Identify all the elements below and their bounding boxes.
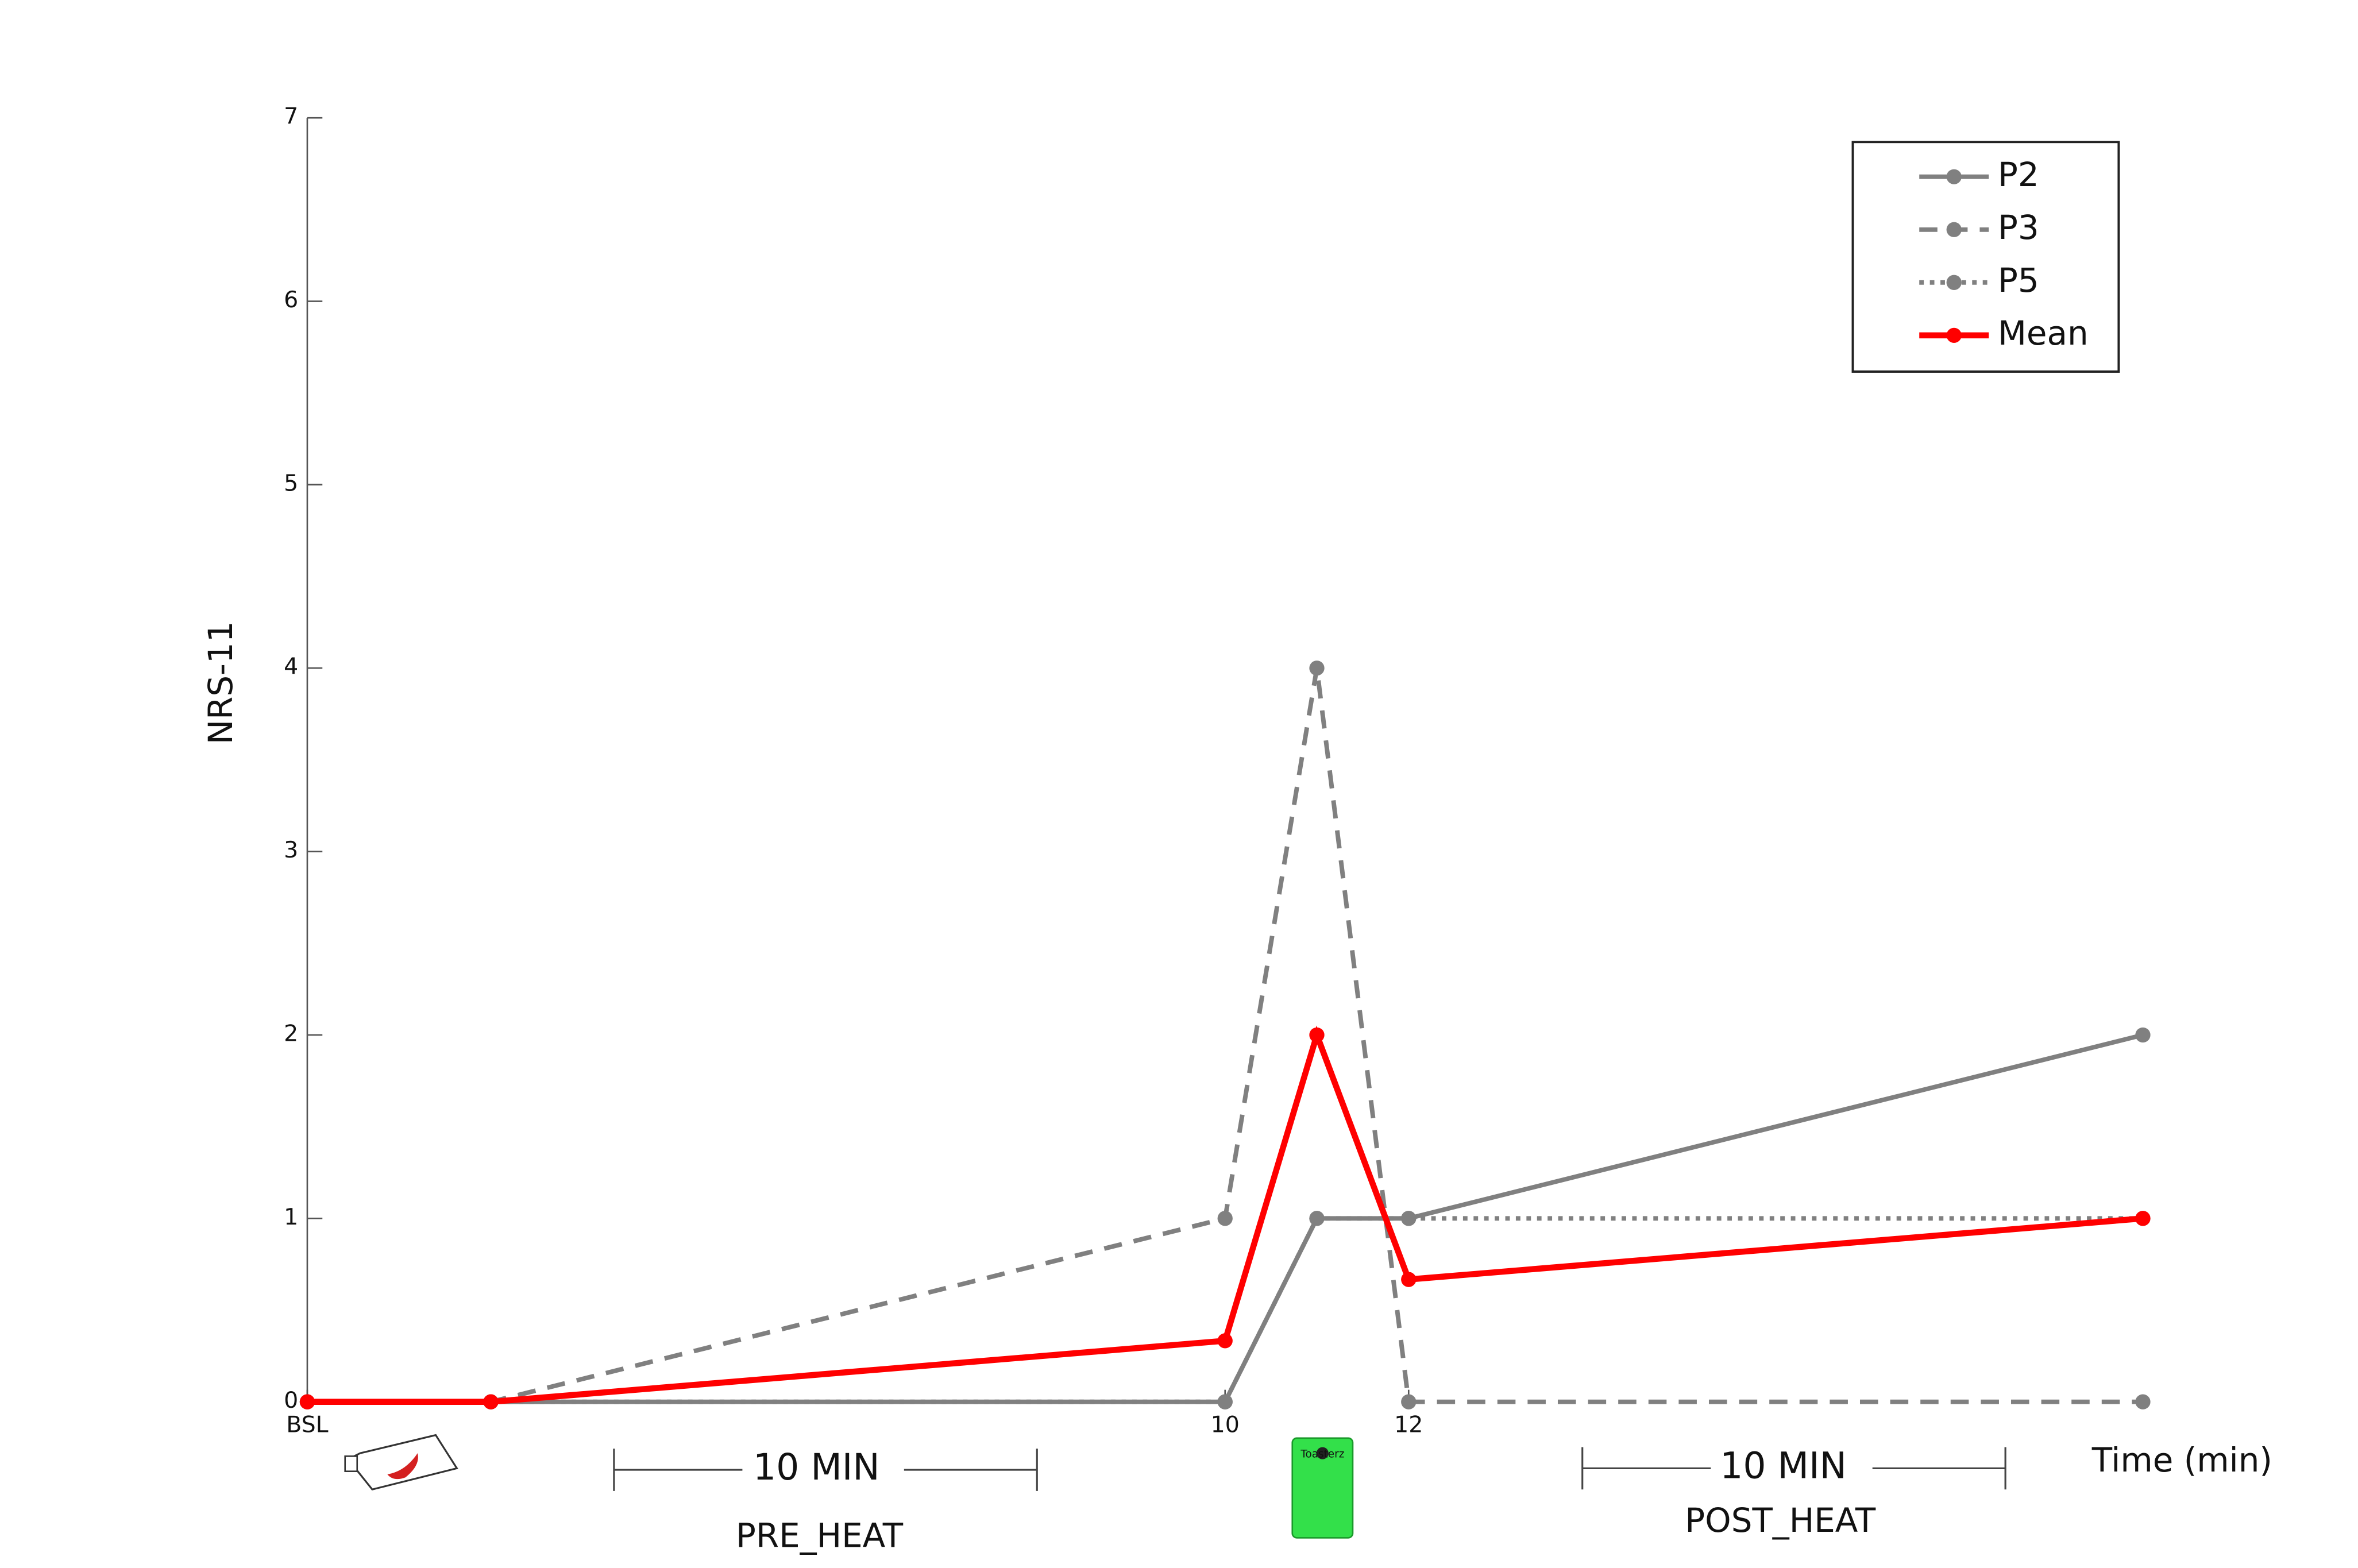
y-tick-label: 0 <box>284 1387 298 1413</box>
interval-bracket <box>613 1449 1038 1491</box>
annotation: 10 MIN <box>1720 1444 1847 1486</box>
capsaicin-tube-icon <box>344 1434 458 1491</box>
legend-marker <box>1946 275 1962 290</box>
y-tick-label: 4 <box>284 654 298 680</box>
legend-marker <box>1946 169 1962 184</box>
series-marker <box>1401 1211 1417 1226</box>
annotation: POST_HEAT <box>1685 1501 1876 1540</box>
legend-marker <box>1946 222 1962 237</box>
y-tick-label: 1 <box>284 1204 298 1230</box>
x-tick-label: BSL <box>286 1411 328 1438</box>
series-marker <box>1309 661 1325 676</box>
legend-label: P2 <box>1998 155 2039 194</box>
y-axis-label: NRS-11 <box>201 621 240 744</box>
series-line <box>307 1025 2143 1405</box>
x-axis-label: Time (min) <box>2091 1440 2272 1480</box>
y-tick-label: 3 <box>284 837 298 863</box>
series-marker <box>1309 1027 1325 1043</box>
series-marker <box>1217 1394 1233 1409</box>
interval-bracket <box>1581 1447 2006 1490</box>
legend-label: P5 <box>1998 261 2039 300</box>
series-marker <box>299 1394 315 1409</box>
series-marker <box>1309 1211 1325 1226</box>
y-tick-label: 5 <box>284 470 298 496</box>
series-marker <box>1401 1394 1417 1409</box>
legend: P2 P3 P5 Mean <box>1851 141 2120 373</box>
annotation: Toasterz <box>1300 1449 1344 1461</box>
legend-marker <box>1946 327 1962 343</box>
series-marker <box>2135 1027 2151 1043</box>
annotation: 10 MIN <box>753 1446 880 1488</box>
y-tick-label: 2 <box>284 1020 298 1046</box>
y-tick-label: 7 <box>284 103 298 130</box>
series-marker <box>1217 1333 1233 1349</box>
x-tick-label: 12 <box>1394 1411 1423 1438</box>
series-marker <box>1217 1211 1233 1226</box>
series-marker <box>2135 1394 2151 1409</box>
x-tick-label: 10 <box>1211 1411 1240 1438</box>
legend-label: P3 <box>1998 208 2039 247</box>
series-marker <box>1401 1272 1417 1287</box>
series-marker <box>483 1394 499 1409</box>
series-marker <box>2135 1211 2151 1226</box>
series-line <box>307 667 2143 1404</box>
annotation: PRE_HEAT <box>736 1516 904 1555</box>
y-tick-label: 6 <box>284 287 298 313</box>
heat-pack-icon <box>1291 1437 1354 1539</box>
legend-label: Mean <box>1998 314 2089 353</box>
series-line <box>307 1216 2143 1404</box>
